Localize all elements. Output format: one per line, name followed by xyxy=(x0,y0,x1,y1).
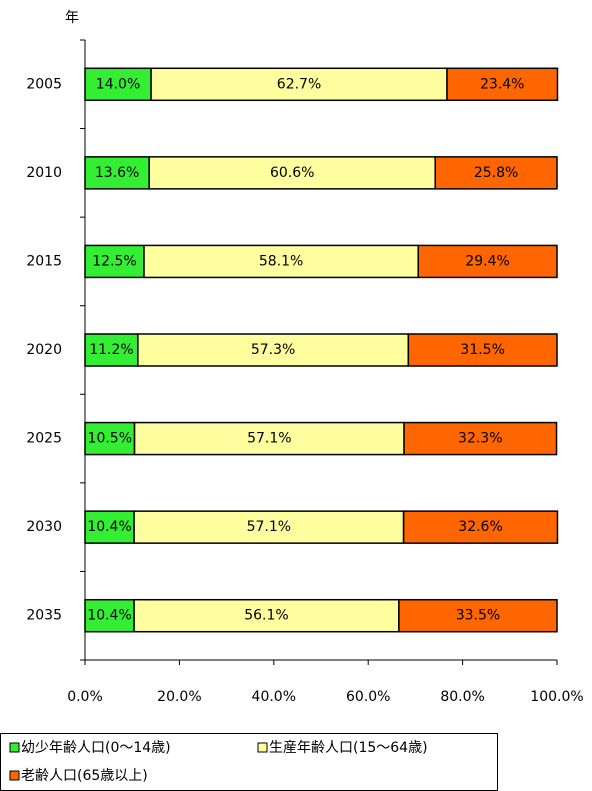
value-label: 57.1% xyxy=(247,431,291,447)
value-label: 57.1% xyxy=(247,519,291,535)
bar-segment xyxy=(84,598,135,633)
legend-label: 幼少年齢人口(0～14歳) xyxy=(21,740,171,756)
value-label: 60.6% xyxy=(270,165,314,181)
value-label: 31.5% xyxy=(460,342,504,358)
x-tick-label: 20.0% xyxy=(157,689,201,705)
bar-segment xyxy=(407,333,558,367)
y-tick-label: 2005 xyxy=(26,76,62,92)
bar-segment xyxy=(137,333,410,367)
value-label: 29.4% xyxy=(465,253,509,269)
legend-label: 老齢人口(65歳以上) xyxy=(21,768,148,784)
legend-swatch xyxy=(9,742,20,753)
x-tick-label: 100.0% xyxy=(530,689,583,705)
value-label: 56.1% xyxy=(244,608,288,624)
bar-segment xyxy=(446,67,559,102)
value-label: 10.4% xyxy=(87,608,131,624)
value-label: 62.7% xyxy=(277,76,321,92)
x-tick-label: 80.0% xyxy=(440,689,484,705)
bar-segment xyxy=(417,244,558,279)
legend-swatch xyxy=(257,742,268,753)
value-label: 11.2% xyxy=(89,342,133,358)
y-axis-label: 年 xyxy=(65,10,79,26)
legend-swatch xyxy=(9,770,20,781)
value-label: 32.6% xyxy=(458,519,502,535)
value-label: 10.4% xyxy=(87,519,131,535)
bar-segment xyxy=(143,244,419,279)
value-label: 32.3% xyxy=(458,431,502,447)
bar-segment xyxy=(150,67,448,102)
y-tick-label: 2030 xyxy=(26,519,62,535)
y-tick-label: 2035 xyxy=(26,608,62,624)
value-label: 58.1% xyxy=(259,253,303,269)
x-tick-label: 0.0% xyxy=(67,689,103,705)
value-label: 23.4% xyxy=(480,76,524,92)
value-label: 10.5% xyxy=(88,431,132,447)
bar-segment xyxy=(84,510,135,544)
value-label: 57.3% xyxy=(251,342,295,358)
bar-segment xyxy=(84,333,139,367)
value-label: 12.5% xyxy=(92,253,136,269)
bar-segment xyxy=(133,510,405,544)
bar-segment xyxy=(402,510,559,544)
y-tick-label: 2015 xyxy=(26,253,62,269)
value-label: 33.5% xyxy=(456,608,500,624)
y-tick-label: 2025 xyxy=(26,431,62,447)
bar-segment xyxy=(434,156,558,190)
value-label: 25.8% xyxy=(474,165,518,181)
legend-label: 生産年齢人口(15～64歳) xyxy=(269,740,428,756)
y-tick-label: 2020 xyxy=(26,342,62,358)
bar-segment xyxy=(403,421,558,456)
x-tick-label: 60.0% xyxy=(346,689,390,705)
bar-segment xyxy=(133,598,400,633)
x-tick-label: 40.0% xyxy=(252,689,296,705)
value-label: 13.6% xyxy=(95,165,139,181)
value-label: 14.0% xyxy=(96,76,140,92)
bar-segment xyxy=(148,156,436,190)
y-tick-label: 2010 xyxy=(26,165,62,181)
bar-segment xyxy=(398,598,558,633)
